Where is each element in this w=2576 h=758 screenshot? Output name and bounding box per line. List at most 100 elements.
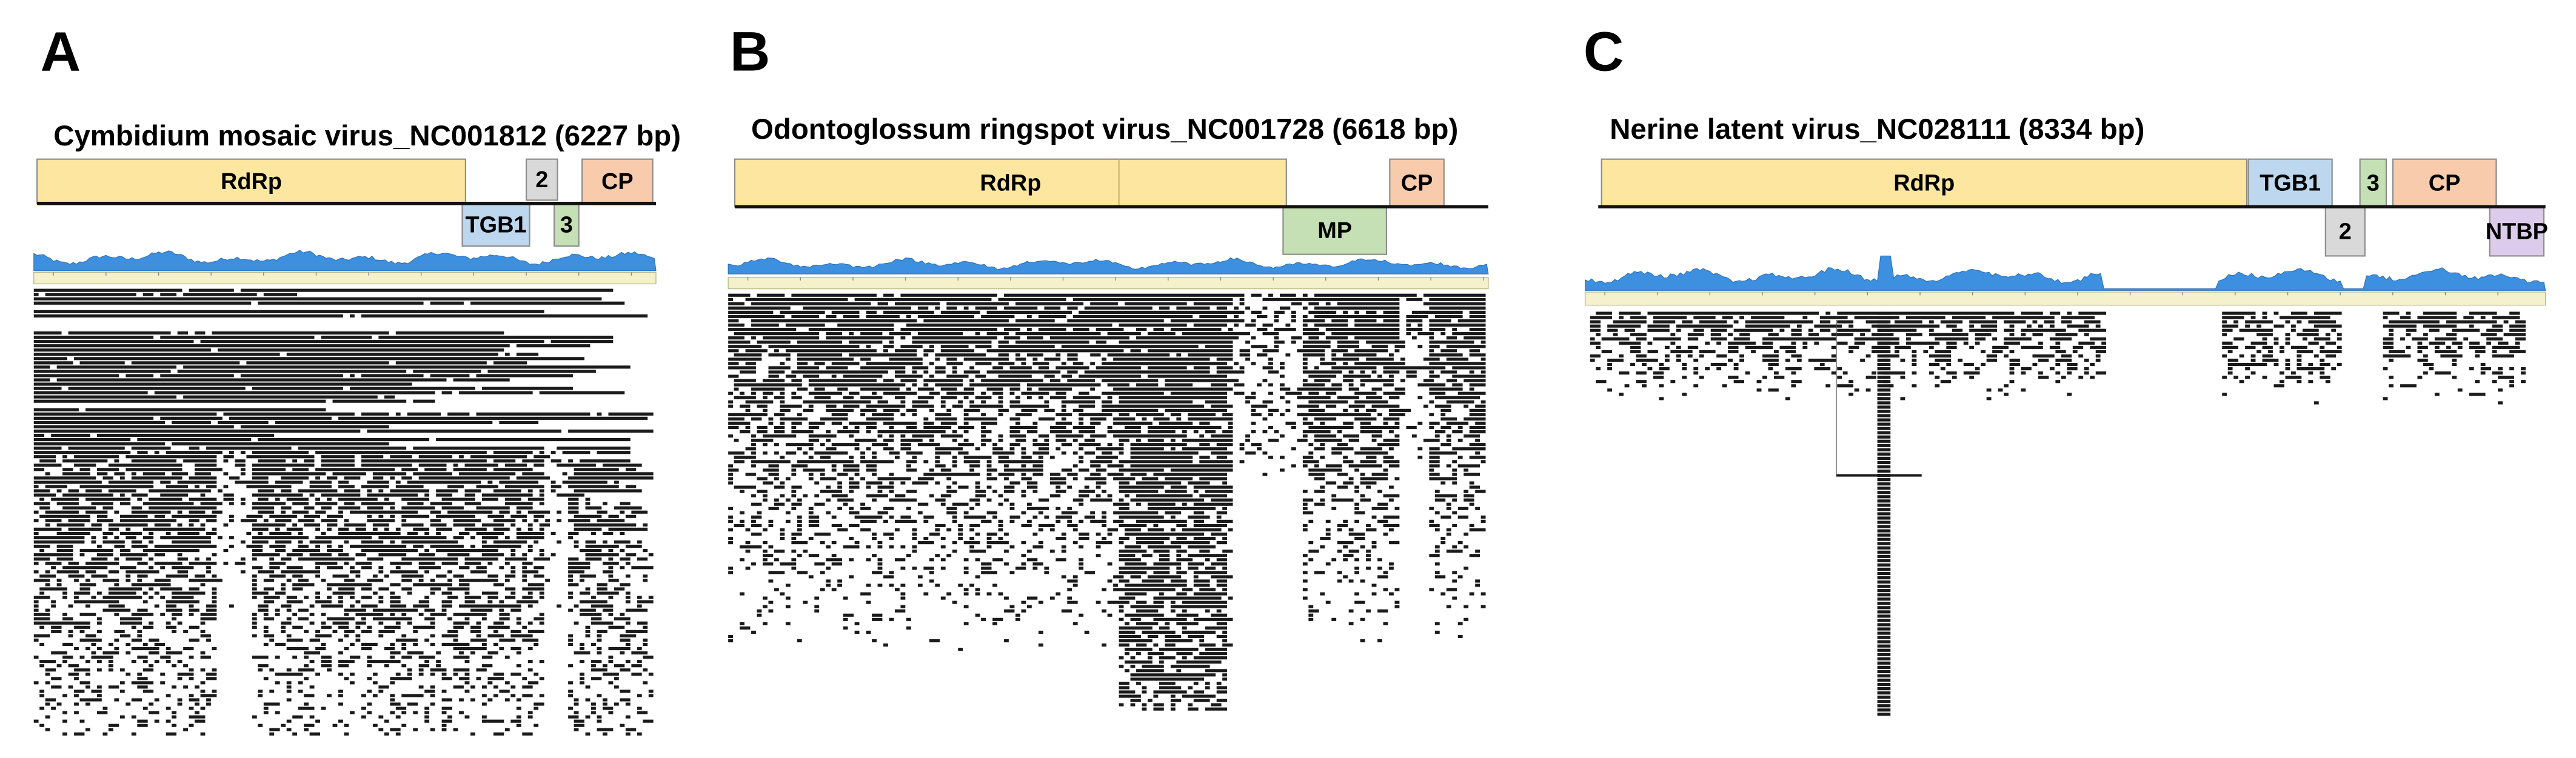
read — [2021, 333, 2026, 336]
read — [1176, 550, 1187, 553]
read — [602, 608, 614, 612]
read — [1004, 477, 1009, 480]
read — [981, 434, 986, 438]
read — [1360, 421, 1371, 425]
read — [1061, 374, 1072, 378]
read — [1383, 571, 1388, 574]
read — [791, 425, 797, 430]
read — [763, 408, 768, 412]
read — [304, 514, 320, 518]
read — [625, 608, 648, 612]
read — [1102, 400, 1112, 404]
read — [1245, 306, 1250, 310]
read — [550, 340, 614, 344]
read — [2222, 324, 2239, 328]
read — [1055, 447, 1061, 451]
read — [923, 353, 929, 357]
read — [1429, 473, 1440, 476]
read — [2509, 328, 2526, 332]
read — [866, 481, 883, 485]
read — [1624, 384, 1630, 388]
read — [1394, 421, 1400, 425]
read — [189, 519, 199, 522]
read — [2262, 345, 2273, 349]
read — [1079, 545, 1084, 549]
read — [1147, 634, 1159, 639]
read — [2009, 350, 2015, 353]
read — [1992, 345, 2009, 349]
read — [608, 656, 614, 659]
read — [728, 639, 733, 643]
read — [407, 531, 418, 536]
read — [831, 310, 860, 314]
read — [189, 579, 222, 582]
read — [1262, 306, 1268, 310]
read — [946, 477, 952, 480]
read — [441, 562, 458, 565]
read — [568, 583, 579, 587]
read — [436, 664, 441, 668]
read — [1239, 443, 1245, 447]
read — [1072, 541, 1078, 545]
read — [1176, 524, 1187, 528]
read — [1475, 451, 1480, 455]
read — [142, 625, 154, 629]
read — [33, 421, 166, 424]
read — [258, 531, 263, 536]
read — [958, 536, 963, 540]
read — [872, 443, 888, 447]
read — [614, 677, 619, 680]
read — [1929, 328, 1934, 332]
read — [493, 642, 498, 647]
read — [1464, 468, 1469, 472]
read — [33, 412, 217, 416]
read — [79, 698, 102, 702]
read — [1716, 341, 1722, 345]
read — [309, 553, 332, 557]
read — [1877, 593, 1891, 597]
read — [1394, 605, 1400, 608]
read — [534, 617, 544, 620]
read — [906, 387, 911, 391]
read — [1389, 567, 1394, 570]
read — [1251, 443, 1262, 447]
read — [464, 600, 475, 603]
read — [1136, 413, 1164, 416]
read — [1130, 498, 1205, 502]
read — [814, 494, 820, 497]
read — [1090, 473, 1101, 476]
read — [1004, 639, 1009, 643]
read — [1877, 657, 1891, 660]
read — [1664, 358, 1670, 362]
read — [1032, 451, 1049, 455]
read — [470, 544, 475, 548]
read — [1366, 357, 1394, 361]
read — [424, 660, 430, 663]
read — [791, 468, 797, 472]
read — [745, 362, 756, 365]
read — [447, 579, 452, 582]
read — [321, 579, 326, 582]
read — [894, 374, 923, 378]
read — [85, 673, 90, 676]
read — [958, 443, 975, 447]
read — [292, 549, 320, 553]
read — [1216, 682, 1222, 685]
read — [568, 634, 573, 637]
read — [843, 596, 848, 600]
read — [74, 702, 79, 706]
read — [79, 553, 85, 557]
read — [1004, 609, 1015, 613]
read — [1716, 367, 1722, 371]
read — [1958, 358, 1963, 362]
read — [620, 634, 637, 637]
read — [608, 681, 614, 685]
read — [808, 404, 814, 408]
read — [929, 532, 940, 536]
read — [1469, 456, 1486, 459]
read — [952, 502, 969, 506]
read — [263, 702, 280, 706]
read — [1067, 579, 1078, 583]
read — [481, 719, 504, 723]
read — [728, 571, 733, 574]
